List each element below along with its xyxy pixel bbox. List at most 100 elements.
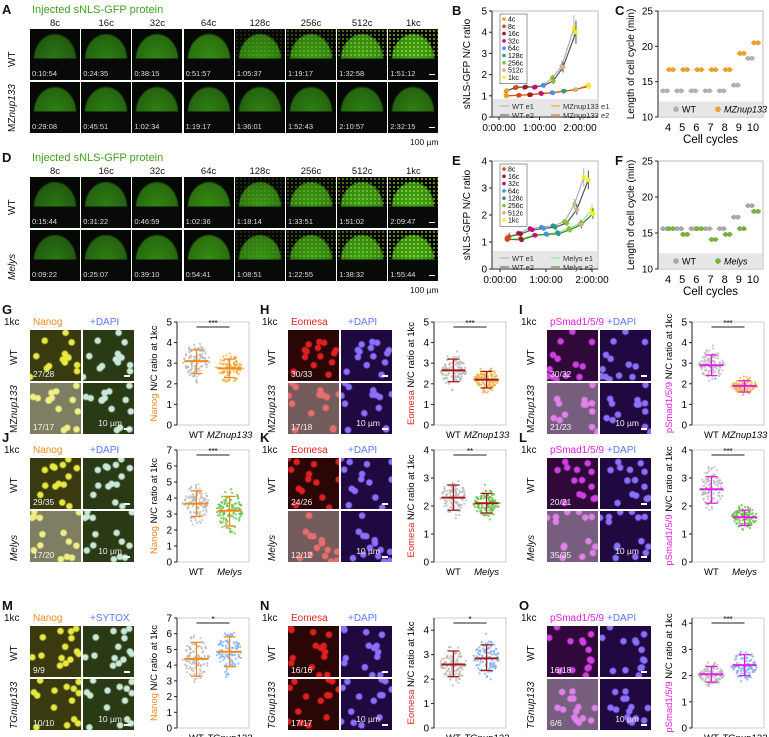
- data-point: [184, 495, 188, 498]
- data-point: [742, 375, 745, 378]
- data-point: [457, 505, 460, 508]
- y-axis-label: pSmad1/5/9 N/C ratio at 1kc: [664, 446, 675, 566]
- data-point: [721, 88, 727, 94]
- y-tick-label: 15: [642, 229, 654, 240]
- data-point: [233, 502, 236, 506]
- data-point: [483, 495, 486, 498]
- stage-legend-marker: [502, 17, 506, 21]
- data-point: [454, 672, 458, 675]
- data-point: [459, 366, 462, 369]
- data-point: [478, 663, 481, 666]
- data-point: [479, 661, 482, 664]
- data-point: [749, 676, 752, 679]
- embryo-count: 17/17: [291, 718, 313, 728]
- y-tick-label: 4: [681, 446, 687, 457]
- data-point: [487, 514, 490, 518]
- scale-bar: [124, 503, 130, 505]
- data-point: [223, 657, 226, 660]
- embryo-image: 0:15:44: [30, 177, 80, 228]
- data-point: [226, 505, 229, 508]
- stage-legend-label: 512c: [508, 68, 524, 75]
- data-point: [720, 676, 723, 679]
- stage-header: 64c: [200, 18, 217, 29]
- data-point: [704, 482, 707, 485]
- data-point: [195, 677, 198, 680]
- stage-header: 32c: [149, 166, 166, 177]
- data-point: [706, 495, 709, 498]
- stain-label: pSmad1/5/9: [550, 613, 604, 624]
- data-point: [199, 365, 203, 368]
- data-point: [745, 203, 751, 209]
- data-point: [189, 651, 192, 654]
- data-point: [755, 512, 758, 516]
- data-point: [702, 677, 705, 680]
- data-point: [745, 55, 751, 61]
- data-point: [239, 503, 242, 507]
- y-tick-label: 4: [166, 661, 172, 672]
- data-point: [478, 672, 481, 675]
- data-point: [748, 659, 751, 663]
- data-point: [749, 203, 755, 209]
- data-point: [746, 513, 749, 517]
- data-point: [475, 381, 479, 384]
- panel-letter: G: [2, 302, 13, 317]
- scale-label: 10 µm: [615, 714, 639, 724]
- data-point: [688, 88, 694, 94]
- data-point: [225, 669, 228, 672]
- data-point: [751, 508, 754, 512]
- data-point: [528, 92, 533, 98]
- data-point: [234, 644, 237, 647]
- data-point: [184, 499, 187, 502]
- data-point: [529, 227, 535, 233]
- data-point: [733, 382, 736, 385]
- y-tick-label: 6: [166, 629, 172, 640]
- data-point: [474, 499, 477, 503]
- data-point: [198, 353, 202, 356]
- data-point: [204, 646, 208, 650]
- y-tick-label: 0: [423, 558, 429, 569]
- merged-image: [83, 330, 134, 381]
- data-point: [227, 643, 230, 646]
- data-point: [194, 519, 197, 522]
- stage-label: 1kc: [262, 317, 278, 328]
- data-point: [200, 504, 203, 507]
- data-point: [455, 668, 459, 671]
- data-point: [708, 357, 711, 360]
- data-point: [718, 479, 722, 482]
- data-point: [475, 664, 478, 667]
- data-point: [494, 380, 497, 384]
- data-point: [488, 667, 491, 671]
- data-point: [720, 481, 723, 485]
- y-tick-label: 2: [166, 526, 172, 537]
- data-point: [463, 372, 467, 376]
- data-point: [447, 373, 450, 376]
- data-point: [721, 670, 724, 674]
- data-point: [230, 488, 233, 491]
- data-point: [205, 508, 208, 511]
- data-point: [193, 672, 196, 676]
- data-point: [450, 666, 453, 670]
- stage-header: 8c: [49, 18, 61, 29]
- data-point: [221, 495, 224, 498]
- data-point: [697, 673, 700, 676]
- data-point: [182, 503, 185, 506]
- legend-marker: [673, 106, 679, 113]
- data-point: [202, 509, 205, 512]
- data-point: [748, 671, 751, 674]
- data-point: [458, 492, 461, 495]
- timestamp: 2:09:47: [390, 217, 416, 226]
- data-point: [747, 521, 751, 525]
- data-point: [194, 380, 198, 383]
- scale-bar: [641, 375, 647, 377]
- data-point: [222, 640, 225, 644]
- x-tick-label: WT: [446, 733, 461, 737]
- data-point: [494, 376, 497, 379]
- embryo-image: 0:54:41: [183, 230, 234, 281]
- stage-legend-label: 256c: [508, 60, 524, 67]
- data-point: [449, 490, 452, 493]
- data-point: [226, 667, 229, 670]
- data-point: [748, 527, 752, 530]
- y-tick-label: 0: [681, 724, 687, 735]
- data-point: [714, 677, 717, 681]
